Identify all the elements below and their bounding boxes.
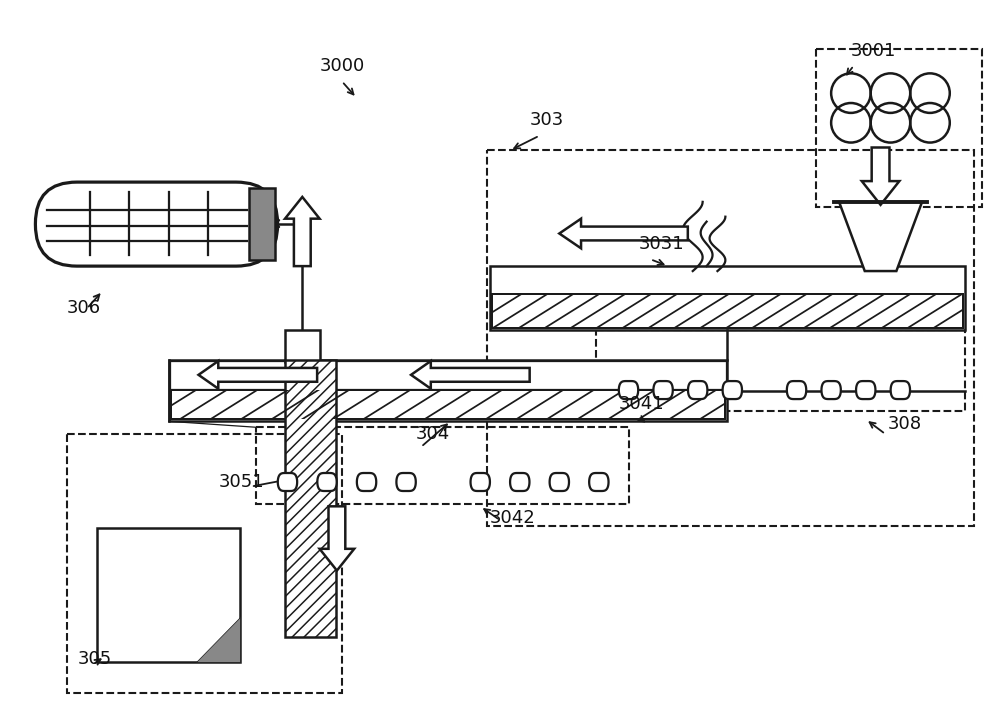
Polygon shape — [653, 381, 673, 399]
Bar — [256, 427, 629, 505]
Text: 3041: 3041 — [619, 395, 664, 413]
Polygon shape — [787, 381, 806, 399]
Polygon shape — [821, 381, 841, 399]
Text: 3001: 3001 — [851, 41, 896, 59]
Polygon shape — [357, 473, 376, 491]
Polygon shape — [510, 473, 529, 491]
Polygon shape — [891, 381, 910, 399]
Text: 3042: 3042 — [490, 509, 536, 527]
Polygon shape — [862, 148, 899, 205]
Bar — [816, 49, 982, 207]
Bar — [285, 330, 320, 362]
FancyBboxPatch shape — [35, 182, 278, 266]
Polygon shape — [559, 219, 688, 248]
Bar — [596, 330, 965, 411]
Bar — [490, 266, 965, 330]
Bar — [492, 294, 963, 329]
Polygon shape — [285, 197, 320, 266]
Polygon shape — [411, 361, 530, 389]
Polygon shape — [619, 381, 638, 399]
Polygon shape — [196, 617, 240, 662]
Polygon shape — [723, 381, 742, 399]
Bar — [249, 188, 275, 260]
Bar — [285, 360, 336, 637]
Polygon shape — [839, 202, 922, 271]
Polygon shape — [550, 473, 569, 491]
Bar — [67, 434, 342, 693]
Polygon shape — [688, 381, 707, 399]
Text: 305: 305 — [78, 650, 112, 668]
Bar — [169, 360, 727, 421]
Text: 304: 304 — [416, 425, 450, 443]
Polygon shape — [278, 473, 297, 491]
Bar — [171, 390, 725, 419]
Polygon shape — [856, 381, 875, 399]
Polygon shape — [199, 361, 317, 389]
Polygon shape — [317, 473, 337, 491]
Bar — [170, 361, 726, 389]
Bar — [97, 528, 240, 662]
Text: 303: 303 — [530, 111, 564, 129]
Polygon shape — [471, 473, 490, 491]
Text: 3051: 3051 — [218, 473, 264, 491]
Text: 308: 308 — [887, 416, 922, 433]
Text: 3031: 3031 — [638, 235, 684, 253]
Polygon shape — [320, 506, 354, 571]
Polygon shape — [589, 473, 609, 491]
Text: 306: 306 — [67, 298, 101, 316]
Bar — [487, 151, 974, 526]
Polygon shape — [396, 473, 416, 491]
Text: 3000: 3000 — [320, 57, 365, 75]
